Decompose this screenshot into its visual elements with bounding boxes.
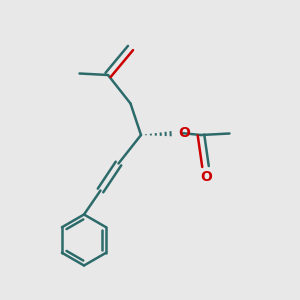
Text: O: O — [200, 170, 212, 184]
Text: O: O — [178, 126, 190, 140]
